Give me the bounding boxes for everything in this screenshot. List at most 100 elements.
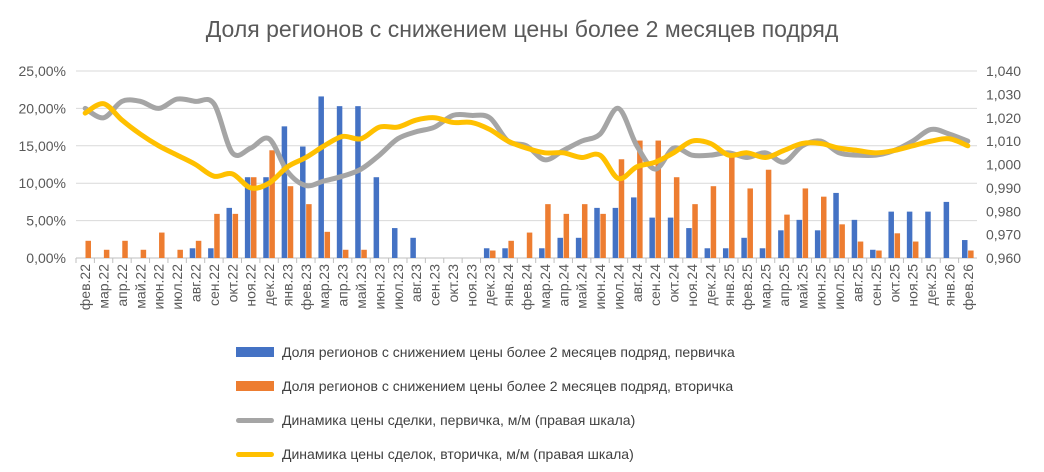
x-tick-label: фев.23 [298,264,314,310]
bar-primary [244,177,251,258]
x-tick-label: июл.22 [169,264,185,310]
x-tick-label: май.23 [353,264,369,309]
x-tick-label: май.25 [794,264,810,309]
x-tick-label: июн.24 [592,264,608,310]
bar-primary [943,201,950,258]
bar-secondary [195,240,202,258]
bar-primary [208,248,214,258]
x-tick-label: май.24 [574,264,590,309]
bar-primary [557,237,563,258]
x-tick-label: авг.24 [629,264,645,302]
bar-primary [539,248,545,258]
x-tick-label: янв.23 [279,264,295,306]
x-tick-label: фев.24 [519,264,535,310]
left-tick-label: 5,00% [26,213,66,229]
bar-primary [833,192,839,258]
bar-primary [888,211,894,258]
bar-secondary [103,249,110,258]
legend-swatch [236,417,274,423]
bar-secondary [250,177,257,258]
x-tick-label: июл.25 [831,264,847,310]
legend-item-primary-price: Динамика цены сделки, первичка, м/м (пра… [236,412,635,428]
x-tick-label: янв.24 [500,264,516,306]
bar-secondary [637,140,643,258]
bar-secondary [159,232,165,258]
x-tick-label: июл.23 [390,264,406,310]
bar-secondary [876,250,882,258]
bar-secondary [600,213,606,258]
bar-primary [612,207,619,258]
bar-secondary [912,241,919,258]
bar-secondary [839,224,845,258]
left-tick-label: 25,00% [19,63,66,79]
x-tick-label: ноя.23 [463,264,479,307]
right-tick-label: 1,000 [986,157,1021,173]
legend-item-primary-share: Доля регионов с снижением цены более 2 м… [236,344,735,360]
x-tick-label: сен.22 [206,264,222,306]
bar-secondary [747,188,753,258]
bar-primary [631,197,637,258]
bar-primary [686,228,692,258]
bar-secondary [968,250,974,258]
x-tick-label: июн.25 [813,264,829,310]
bar-secondary [214,213,220,258]
left-tick-label: 0,00% [26,250,66,266]
bar-secondary [269,150,275,258]
legend-item-secondary-price: Динамика цены сделок, вторичка, м/м (пра… [236,446,634,462]
bar-primary [263,177,269,258]
legend-swatch [236,347,274,357]
x-tick-label: мар.25 [758,264,774,309]
legend-item-secondary-share: Доля регионов с снижением цены более 2 м… [236,378,733,394]
x-tick-label: фев.22 [77,264,93,310]
bar-secondary [545,204,551,258]
bar-primary [925,211,931,258]
bar-secondary [85,240,91,258]
bar-secondary [342,249,349,258]
bar-secondary [618,159,625,258]
x-tick-label: янв.25 [721,264,737,306]
x-tick-label: авг.22 [188,264,204,302]
bar-secondary [729,154,735,258]
bar-primary [667,217,674,258]
bar-secondary [673,177,680,258]
bar-primary [300,146,306,258]
bar-primary [759,248,766,258]
bar-secondary [692,204,698,258]
x-tick-label: фев.25 [739,264,755,310]
legend-swatch [236,381,274,391]
x-tick-label: янв.26 [941,264,957,306]
right-tick-label: 0,970 [986,227,1021,243]
bar-primary [962,240,968,258]
x-tick-label: фев.26 [960,264,976,310]
bar-primary [189,248,196,258]
x-tick-label: сен.23 [427,264,443,306]
legend-label: Динамика цены сделки, первичка, м/м (пра… [282,412,636,428]
x-tick-label: апр.22 [114,264,130,307]
line-primary-price [82,96,971,189]
left-tick-label: 20,00% [19,100,66,116]
x-tick-label: авг.25 [849,264,865,302]
legend-label: Динамика цены сделок, вторичка, м/м (пра… [282,446,634,462]
x-tick-label: окт.22 [224,264,240,303]
right-tick-label: 1,030 [986,86,1021,102]
x-tick-label: мар.24 [537,264,553,309]
bar-primary [649,217,655,258]
bar-secondary [765,169,772,258]
x-tick-label: сен.25 [868,264,884,306]
bar-primary [851,219,858,258]
x-tick-label: окт.25 [886,264,902,303]
bar-secondary [361,249,367,258]
bar-secondary [324,231,331,258]
right-tick-label: 0,960 [986,250,1021,266]
bar-secondary [177,249,183,258]
bar-primary [226,207,232,258]
bar-secondary [710,186,717,258]
bar-primary [373,177,380,258]
x-tick-label: июл.24 [610,264,626,310]
bar-secondary [232,213,239,258]
bar-secondary [857,241,864,258]
bar-primary [281,126,288,259]
bar-secondary [821,196,827,258]
x-tick-label: мар.22 [96,264,112,309]
